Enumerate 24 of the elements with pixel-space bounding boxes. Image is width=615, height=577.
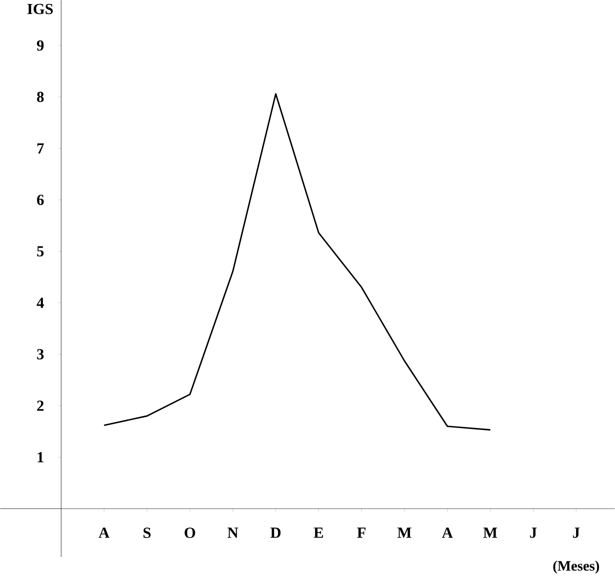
y-axis-title: IGS (27, 4, 53, 14)
x-tick-label: J (530, 528, 537, 538)
y-tick-label: 2 (37, 400, 44, 411)
y-tick-label: 6 (37, 194, 44, 205)
x-tick-label: S (144, 528, 151, 538)
x-tick-label: O (184, 528, 196, 538)
x-tick-label: J (573, 528, 580, 538)
x-tick-label: D (270, 528, 281, 538)
y-tick-label: 9 (36, 40, 44, 51)
x-tick-label: F (357, 528, 366, 538)
x-tick-label: N (228, 528, 238, 538)
y-tick-label: 5 (37, 246, 44, 256)
x-tick-label: M (483, 528, 498, 538)
y-tick-label: 7 (37, 143, 44, 154)
line-series (103, 93, 492, 431)
y-tick-label: 4 (36, 298, 44, 308)
x-tick-label: E (314, 528, 324, 538)
y-tick-label: 3 (37, 349, 44, 360)
x-tick-label: M (397, 528, 412, 538)
x-tick-label: A (442, 528, 453, 538)
x-axis-title: (Meses) (553, 560, 600, 574)
y-tick-label: 1 (38, 452, 44, 462)
x-tick-label: A (98, 528, 110, 538)
y-tick-label: 8 (37, 92, 44, 102)
